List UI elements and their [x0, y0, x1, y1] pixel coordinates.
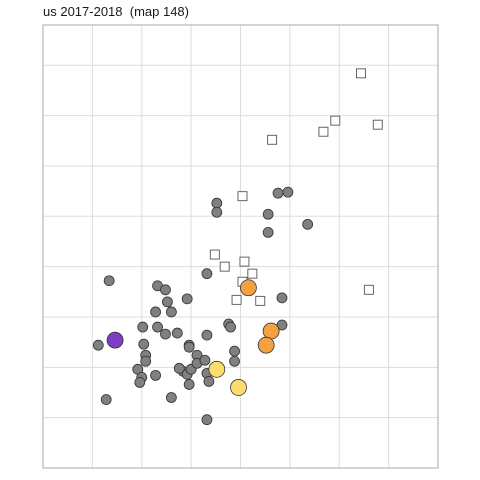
square-point: [363, 284, 374, 295]
circle-point: [100, 394, 112, 405]
square-point: [237, 191, 248, 202]
square-point: [330, 115, 341, 126]
circle-point: [137, 321, 149, 333]
circle-point: [262, 208, 274, 220]
highlight-point: [239, 279, 257, 297]
square-point: [247, 268, 258, 279]
circle-point: [103, 275, 115, 287]
circle-point: [199, 354, 211, 366]
circle-point: [229, 345, 240, 357]
square-point: [318, 126, 329, 137]
circle-point: [165, 392, 177, 403]
circle-point: [165, 306, 177, 318]
circle-point: [211, 206, 223, 218]
circle-point: [302, 218, 314, 230]
circle-point: [150, 369, 161, 381]
circle-point: [171, 327, 183, 339]
circle-point: [282, 186, 294, 198]
square-point: [255, 295, 266, 306]
circle-point: [173, 362, 185, 374]
circle-point: [211, 197, 223, 209]
circle-point: [201, 414, 213, 426]
circle-point: [201, 329, 213, 341]
highlight-point: [106, 331, 124, 349]
circle-point: [183, 379, 195, 390]
highlight-point: [230, 379, 247, 396]
plot-border: [42, 24, 439, 469]
chart-title: us 2017-2018 (map 148): [43, 4, 189, 19]
circle-point: [160, 284, 171, 296]
square-point: [372, 119, 383, 130]
circle-point: [181, 293, 193, 305]
grid-lines: [43, 25, 438, 468]
circle-point: [150, 306, 161, 318]
circle-point: [140, 355, 152, 367]
highlight-point: [262, 322, 280, 340]
square-point: [267, 134, 278, 145]
circle-point: [134, 377, 146, 388]
circle-point: [152, 321, 163, 333]
data-points: [92, 68, 383, 426]
circle-point: [276, 319, 288, 331]
circle-point: [225, 321, 237, 333]
circle-point: [162, 296, 173, 308]
circle-point: [229, 355, 240, 367]
square-point: [356, 68, 366, 79]
circle-point: [201, 268, 213, 280]
circle-point: [92, 339, 104, 351]
circle-point: [262, 227, 274, 238]
square-point: [219, 261, 230, 272]
circle-point: [276, 292, 288, 304]
circle-point: [138, 338, 150, 350]
circle-point: [272, 187, 284, 199]
square-point: [239, 256, 250, 267]
square-point: [209, 249, 220, 260]
square-point: [231, 294, 242, 305]
circle-point: [183, 341, 195, 353]
highlight-point: [257, 336, 275, 354]
circle-point: [203, 376, 215, 387]
highlight-point: [208, 360, 226, 378]
circle-point: [160, 328, 171, 340]
